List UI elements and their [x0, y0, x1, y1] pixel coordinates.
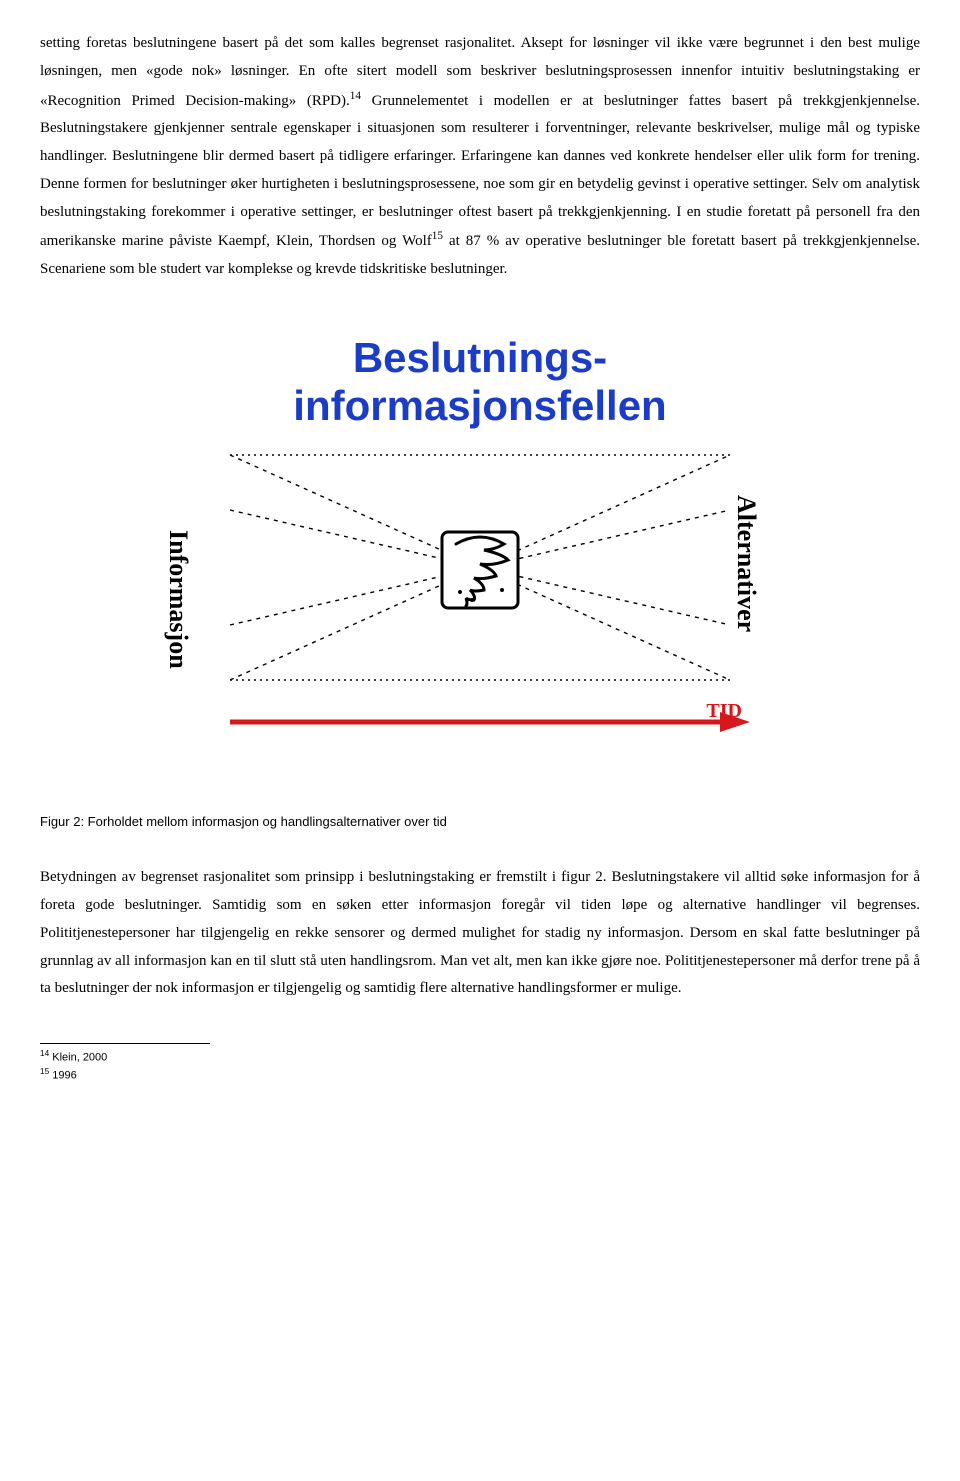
footnote-15: 15 1996 [40, 1066, 920, 1084]
figure-caption: Figur 2: Forholdet mellom informasjon og… [40, 810, 920, 834]
footnote-text-15: 1996 [49, 1070, 77, 1082]
diagram-svg [160, 440, 800, 740]
footnote-num-14: 14 [40, 1049, 49, 1058]
figure-2: Beslutnings- informasjonsfellen [160, 334, 800, 741]
footnote-14: 14 Klein, 2000 [40, 1048, 920, 1066]
footnote-num-15: 15 [40, 1067, 49, 1076]
figure-title-line1: Beslutnings- [160, 334, 800, 382]
axis-label-tid: TID [706, 693, 742, 730]
axis-label-alternativer: Alternativer [722, 495, 770, 632]
footnote-ref-14: 14 [350, 90, 361, 102]
axis-label-informasjon: Informasjon [154, 530, 202, 669]
body-paragraph-2: Betydningen av begrenset rasjonalitet so… [40, 864, 920, 1003]
time-arrow [230, 712, 750, 732]
figure-title: Beslutnings- informasjonsfellen [160, 334, 800, 431]
tornado-icon [442, 532, 518, 608]
footnote-separator [40, 1043, 210, 1044]
p1-seg-b: Grunnelementet i modellen er at beslutni… [40, 93, 920, 250]
footnote-ref-15: 15 [432, 230, 443, 242]
diagram-area: Informasjon Alternativer TID [160, 440, 800, 740]
body-paragraph-1: setting foretas beslutningene basert på … [40, 30, 920, 284]
footnote-text-14: Klein, 2000 [49, 1052, 107, 1064]
figure-title-line2: informasjonsfellen [160, 382, 800, 430]
